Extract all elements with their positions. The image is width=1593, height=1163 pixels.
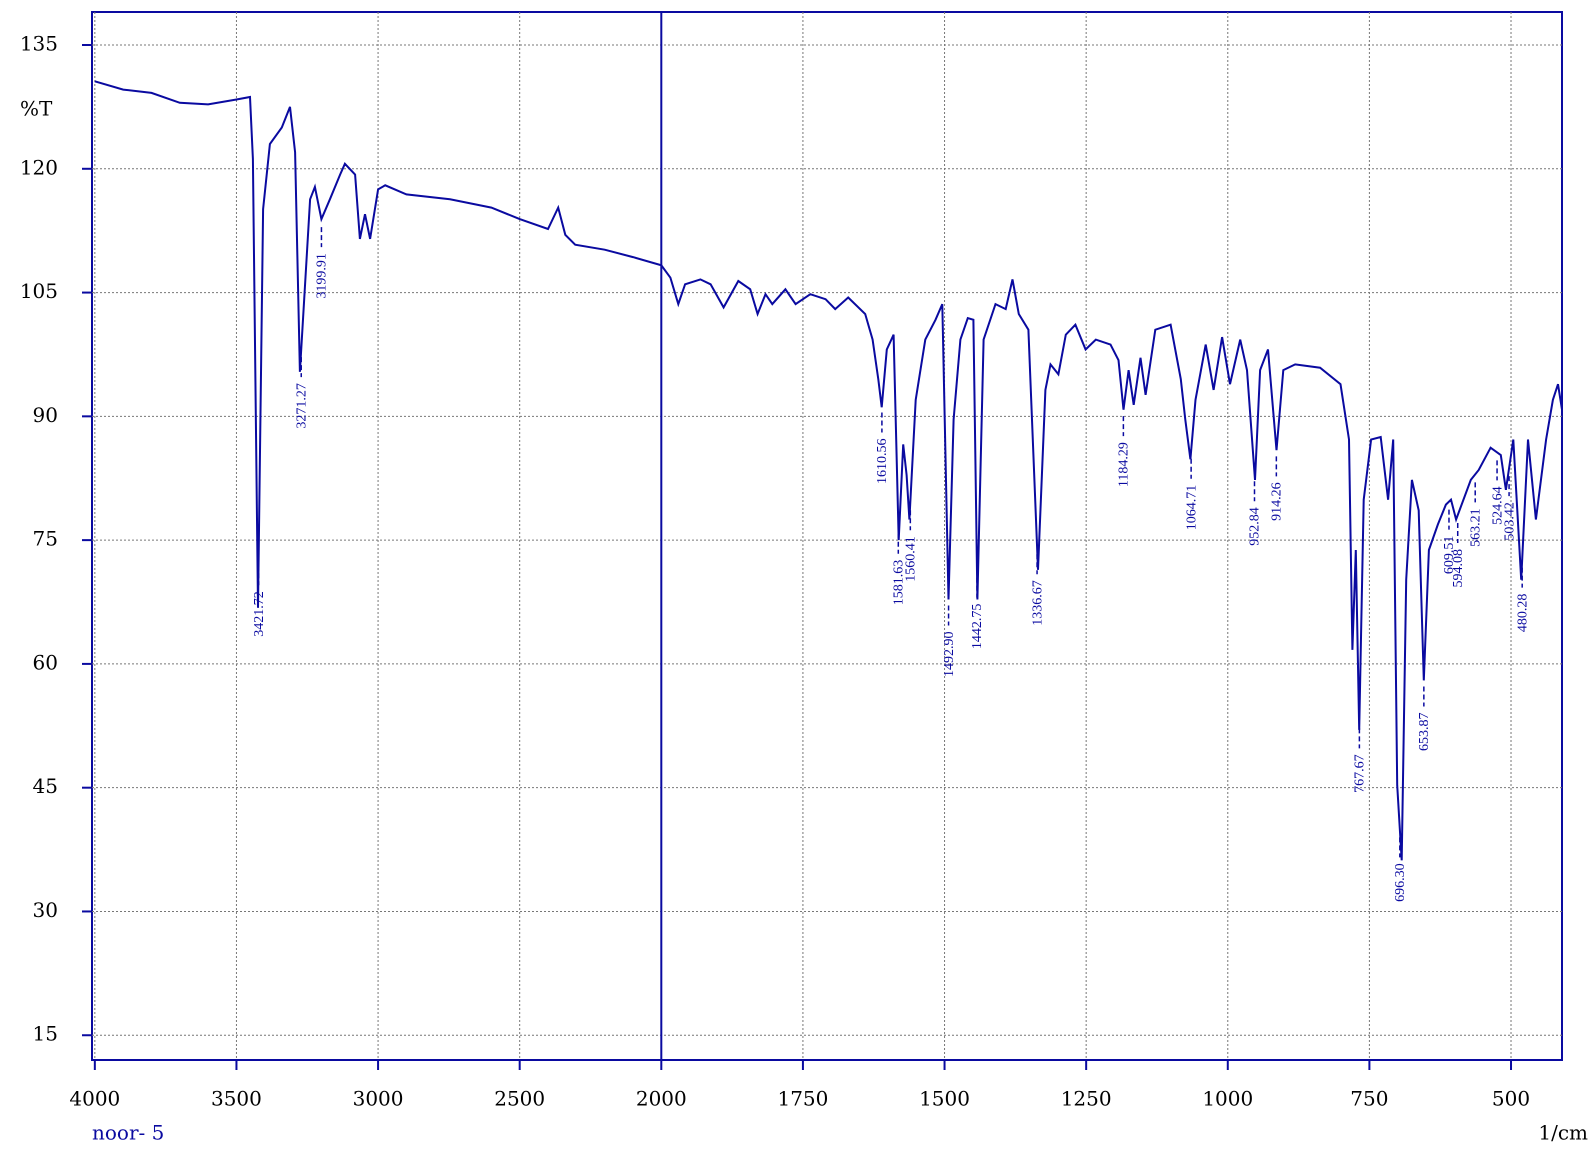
peak-label: 767.67 xyxy=(1353,754,1368,793)
x-axis-label: 1/cm xyxy=(1538,1121,1588,1145)
x-tick-label: 3000 xyxy=(353,1087,404,1111)
x-tick-label: 4000 xyxy=(69,1087,120,1111)
y-tick-label: 135 xyxy=(20,32,58,56)
peak-label: 524.64 xyxy=(1490,486,1505,525)
peak-label: 1336.67 xyxy=(1030,580,1045,626)
y-tick-label: 30 xyxy=(33,898,58,922)
peak-label: 1442.75 xyxy=(970,604,985,650)
y-tick-label: 45 xyxy=(33,774,58,798)
y-tick-label: 75 xyxy=(33,527,58,551)
peak-label: 696.30 xyxy=(1393,863,1408,902)
y-tick-label: 105 xyxy=(20,279,58,303)
x-tick-label: 1750 xyxy=(777,1087,828,1111)
x-tick-label: 3500 xyxy=(211,1087,262,1111)
peak-label: 952.84 xyxy=(1248,507,1263,545)
peak-label: 914.26 xyxy=(1270,482,1285,521)
peak-label: 3421.72 xyxy=(252,591,267,637)
x-tick-label: 2500 xyxy=(494,1087,545,1111)
peak-label: 1560.41 xyxy=(904,536,919,582)
peak-label: 3199.91 xyxy=(315,253,330,299)
peak-label: 503.42 xyxy=(1502,502,1517,540)
peak-label: 563.21 xyxy=(1468,508,1483,547)
x-tick-label: 1500 xyxy=(919,1087,970,1111)
peak-label: 594.08 xyxy=(1451,549,1466,588)
y-axis-label: %T xyxy=(20,97,53,121)
peak-label: 1610.56 xyxy=(875,438,890,484)
y-tick-label: 60 xyxy=(33,650,58,674)
y-tick-label: 120 xyxy=(20,155,58,179)
x-tick-label: 1250 xyxy=(1061,1087,1112,1111)
peak-label: 480.28 xyxy=(1515,594,1530,633)
x-tick-label: 750 xyxy=(1350,1087,1388,1111)
y-tick-label: 90 xyxy=(33,403,58,427)
peak-label: 3271.27 xyxy=(294,383,309,429)
y-tick-label: 15 xyxy=(33,1022,58,1046)
peak-label: 1064.71 xyxy=(1184,485,1199,531)
peak-label: 1492.90 xyxy=(942,632,957,678)
peak-label: 1184.29 xyxy=(1117,442,1132,487)
peak-label: 1581.63 xyxy=(892,560,907,606)
plot-frame xyxy=(91,11,1563,1061)
x-tick-label: 500 xyxy=(1492,1087,1530,1111)
x-tick-label: 2000 xyxy=(636,1087,687,1111)
peak-label: 653.87 xyxy=(1417,713,1432,752)
peak-label: 609.51 xyxy=(1442,536,1457,575)
caption: noor- 5 xyxy=(92,1121,164,1145)
spectrum-line xyxy=(94,80,1563,861)
x-tick-label: 1000 xyxy=(1202,1087,1253,1111)
